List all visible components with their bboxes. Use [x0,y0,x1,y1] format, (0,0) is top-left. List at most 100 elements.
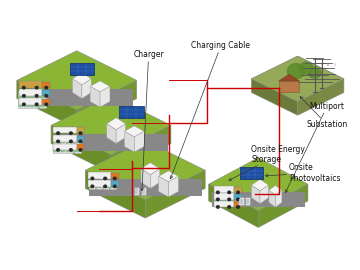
Circle shape [228,198,230,201]
FancyBboxPatch shape [67,136,73,144]
FancyBboxPatch shape [60,137,66,143]
FancyBboxPatch shape [214,201,234,207]
FancyBboxPatch shape [77,144,84,150]
Polygon shape [134,131,144,152]
Circle shape [91,185,94,188]
Circle shape [79,132,82,134]
FancyBboxPatch shape [89,181,95,189]
Polygon shape [90,86,100,107]
Circle shape [69,132,72,134]
FancyBboxPatch shape [33,92,38,98]
Circle shape [35,94,38,97]
FancyBboxPatch shape [142,188,145,194]
Polygon shape [150,169,160,188]
FancyBboxPatch shape [103,181,109,189]
Polygon shape [85,170,145,218]
FancyBboxPatch shape [25,91,31,99]
Polygon shape [72,73,91,85]
Polygon shape [124,126,144,137]
FancyBboxPatch shape [75,146,80,152]
FancyBboxPatch shape [19,98,42,105]
Circle shape [23,86,25,89]
Polygon shape [72,79,82,99]
FancyBboxPatch shape [135,188,138,194]
FancyBboxPatch shape [19,81,42,88]
FancyBboxPatch shape [25,100,31,108]
Polygon shape [116,124,126,143]
FancyBboxPatch shape [279,81,300,93]
Circle shape [104,185,107,188]
FancyBboxPatch shape [60,136,66,144]
FancyBboxPatch shape [214,186,234,193]
Text: Multiport: Multiport [285,102,345,193]
FancyBboxPatch shape [104,182,109,188]
Polygon shape [298,79,344,115]
FancyBboxPatch shape [234,194,242,200]
Text: Charging Cable: Charging Cable [170,41,251,179]
FancyBboxPatch shape [53,143,77,150]
Polygon shape [69,63,94,75]
FancyBboxPatch shape [234,187,242,193]
FancyBboxPatch shape [32,100,39,108]
FancyBboxPatch shape [39,100,46,108]
Circle shape [216,198,219,201]
FancyBboxPatch shape [77,136,84,142]
FancyBboxPatch shape [111,181,118,187]
Circle shape [228,206,230,208]
Circle shape [104,177,107,180]
FancyBboxPatch shape [42,99,50,105]
Polygon shape [17,51,137,110]
Polygon shape [124,131,134,152]
Polygon shape [107,118,126,130]
Circle shape [113,177,116,180]
Polygon shape [168,176,179,197]
Text: Onsite
Photovoltaics: Onsite Photovoltaics [265,163,341,183]
Circle shape [45,86,48,89]
FancyBboxPatch shape [33,101,38,107]
Circle shape [237,191,239,194]
Polygon shape [85,141,205,200]
Circle shape [113,185,116,188]
Circle shape [228,191,230,194]
FancyBboxPatch shape [134,187,139,195]
Circle shape [23,94,25,97]
FancyBboxPatch shape [42,90,50,96]
FancyBboxPatch shape [141,187,146,195]
FancyBboxPatch shape [18,92,23,98]
FancyBboxPatch shape [53,146,58,152]
FancyBboxPatch shape [215,195,219,201]
FancyBboxPatch shape [75,145,81,153]
FancyBboxPatch shape [221,194,227,202]
Circle shape [216,206,219,208]
Circle shape [35,103,38,106]
FancyBboxPatch shape [88,172,111,179]
FancyBboxPatch shape [42,82,50,88]
Circle shape [35,86,38,89]
Polygon shape [100,86,110,107]
Polygon shape [82,79,91,99]
FancyBboxPatch shape [68,146,73,152]
Text: Charger: Charger [133,50,164,191]
FancyBboxPatch shape [110,181,117,189]
Circle shape [69,140,72,143]
FancyBboxPatch shape [75,137,80,143]
FancyBboxPatch shape [75,136,81,144]
Circle shape [216,191,219,194]
Polygon shape [20,89,133,106]
Polygon shape [251,179,269,191]
FancyBboxPatch shape [111,182,116,188]
FancyBboxPatch shape [246,199,249,204]
Polygon shape [141,163,160,175]
Polygon shape [275,190,282,207]
Circle shape [57,149,59,151]
FancyBboxPatch shape [228,194,234,202]
Polygon shape [17,80,77,128]
Polygon shape [260,185,269,204]
Text: Substation: Substation [300,97,347,129]
FancyBboxPatch shape [40,92,45,98]
FancyBboxPatch shape [96,182,102,188]
Polygon shape [51,125,111,173]
Polygon shape [54,134,167,151]
Circle shape [45,94,48,97]
Polygon shape [141,169,150,188]
